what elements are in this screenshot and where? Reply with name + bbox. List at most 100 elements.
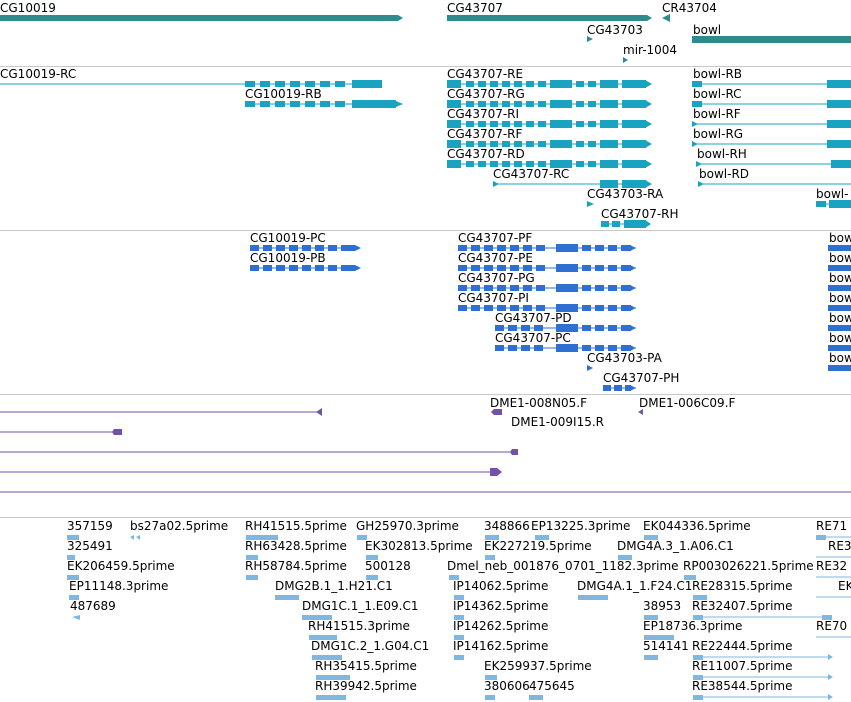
track-divider	[0, 66, 851, 67]
protein-glyph-cg43707-pg[interactable]	[458, 284, 636, 292]
protein-glyph-cg43707-pc[interactable]	[495, 344, 636, 352]
est-label: RH41515.5prime	[245, 519, 347, 533]
est-glyph[interactable]	[309, 635, 337, 640]
transcript-glyph-bowl-rf[interactable]	[692, 120, 851, 128]
clone-glyph-dme1-008n05-f[interactable]	[491, 409, 502, 415]
protein-glyph-cg43707-ph[interactable]	[603, 385, 636, 391]
clone-label: DME1-008N05.F	[490, 396, 588, 410]
transcript-glyph-cg43707-re[interactable]	[447, 80, 652, 88]
clone-glyph-dme1-009i15-r[interactable]	[0, 449, 518, 455]
transcript-glyph-cg43703-ra[interactable]	[587, 201, 594, 207]
est-label: DMG2B.1_1.H21.C1	[275, 579, 393, 593]
est-glyph[interactable]	[454, 595, 464, 600]
track-divider	[0, 230, 851, 231]
est-glyph[interactable]	[618, 555, 632, 560]
transcript-glyph-bowl-rc[interactable]	[692, 100, 851, 108]
transcript-glyph-bowl-partial[interactable]	[816, 200, 851, 208]
gene-glyph-mir-1004[interactable]	[623, 57, 628, 63]
est-glyph[interactable]	[485, 555, 495, 560]
transcript-label: CG43707-RF	[447, 127, 523, 141]
protein-label-partial: bow	[829, 311, 851, 325]
transcript-glyph-cg10019-rb[interactable]	[245, 100, 403, 108]
transcript-glyph-cg43707-ri[interactable]	[447, 120, 652, 128]
transcript-glyph-cg43707-rd[interactable]	[447, 160, 652, 168]
est-glyph[interactable]	[454, 655, 464, 660]
gene-glyph-cg43707[interactable]	[447, 15, 652, 21]
transcript-label: CG43707-RI	[447, 107, 520, 121]
protein-glyph-cg10019-pb[interactable]	[250, 265, 361, 271]
transcript-glyph-bowl-rb[interactable]	[692, 80, 851, 88]
est-glyph[interactable]	[578, 595, 608, 600]
est-glyph[interactable]	[485, 695, 495, 700]
est-glyph[interactable]	[246, 535, 278, 540]
est-label: DMG4A.3_1.A06.C1	[617, 539, 734, 553]
protein-label-partial: bow	[829, 251, 851, 265]
est-glyph[interactable]	[644, 655, 658, 660]
est-glyph[interactable]	[529, 695, 543, 700]
est-label: RH41515.3prime	[308, 619, 410, 633]
est-glyph[interactable]	[246, 575, 258, 580]
est-label: RH58784.5prime	[245, 559, 347, 573]
est-glyph[interactable]	[246, 555, 258, 560]
transcript-glyph-cg43707-rh[interactable]	[601, 220, 651, 228]
est-glyph[interactable]	[454, 635, 464, 640]
est-glyph[interactable]	[67, 555, 75, 560]
est-label: IP14162.5prime	[453, 639, 549, 653]
protein-glyph-cg43707-pf[interactable]	[458, 244, 636, 252]
est-glyph[interactable]	[69, 595, 79, 600]
protein-glyph-bowl-partial[interactable]	[828, 245, 851, 371]
est-label: 380606	[484, 679, 530, 693]
est-glyph[interactable]	[644, 635, 674, 640]
est-label: RH39942.5prime	[315, 679, 417, 693]
est-glyph[interactable]	[130, 535, 134, 540]
gene-track: CG10019 CG43707 CG43703 CR43704 mir-1004…	[0, 0, 851, 66]
est-glyph[interactable]	[275, 595, 299, 600]
est-label: 487689	[70, 599, 116, 613]
transcript-label: CG43707-RH	[601, 207, 679, 221]
est-glyph[interactable]	[312, 655, 342, 660]
clone-glyph[interactable]	[0, 429, 122, 435]
clone-glyph[interactable]	[0, 408, 322, 416]
est-glyph[interactable]	[72, 615, 80, 620]
transcript-glyph-bowl-rd[interactable]	[698, 181, 851, 187]
est-glyph[interactable]	[693, 595, 707, 600]
clone-glyph-dme1-006c09-f[interactable]	[638, 409, 643, 415]
protein-label: CG43703-PA	[587, 351, 662, 365]
est-glyph[interactable]	[449, 575, 459, 580]
protein-glyph-cg10019-pc[interactable]	[250, 245, 361, 251]
est-label: RE32407.5prime	[692, 599, 793, 613]
est-glyph[interactable]	[684, 575, 696, 580]
est-glyph[interactable]	[454, 615, 464, 620]
transcript-glyph-bowl-rh[interactable]	[696, 160, 851, 168]
est-glyph[interactable]	[67, 535, 79, 540]
est-glyph[interactable]	[366, 555, 378, 560]
transcript-glyph-cg43707-rf[interactable]	[447, 140, 652, 148]
est-glyph[interactable]	[485, 675, 497, 680]
protein-glyph-cg43707-pi[interactable]	[458, 304, 636, 312]
clone-glyph[interactable]	[0, 468, 502, 476]
est-glyph[interactable]	[535, 535, 549, 540]
est-glyph[interactable]	[316, 675, 350, 680]
gene-glyph-cr43704[interactable]	[662, 14, 670, 22]
est-glyph[interactable]	[67, 575, 79, 580]
est-label: DMG4A.1_1.F24.C1	[577, 579, 693, 593]
est-glyph[interactable]	[136, 535, 140, 540]
gene-glyph-cg43703[interactable]	[587, 36, 593, 42]
est-glyph[interactable]	[485, 535, 499, 540]
est-glyph[interactable]	[316, 695, 346, 700]
est-glyph[interactable]	[366, 575, 378, 580]
transcript-glyph-cg43707-rc[interactable]	[493, 180, 652, 188]
gene-glyph-bowl[interactable]	[692, 36, 851, 43]
est-glyph[interactable]	[644, 615, 658, 620]
est-glyph[interactable]	[644, 535, 658, 540]
protein-glyph-cg43707-pd[interactable]	[495, 324, 636, 332]
gene-glyph-cg10019[interactable]	[0, 15, 403, 21]
est-glyph[interactable]	[302, 615, 332, 620]
transcript-glyph-bowl-rg[interactable]	[692, 140, 851, 148]
est-glyph[interactable]	[357, 535, 367, 540]
protein-glyph-cg43703-pa[interactable]	[587, 365, 593, 371]
protein-glyph-cg43707-pe[interactable]	[458, 264, 636, 272]
transcript-glyph-cg43707-rg[interactable]	[447, 100, 652, 108]
transcript-glyph-cg10019-rc[interactable]	[0, 80, 382, 88]
